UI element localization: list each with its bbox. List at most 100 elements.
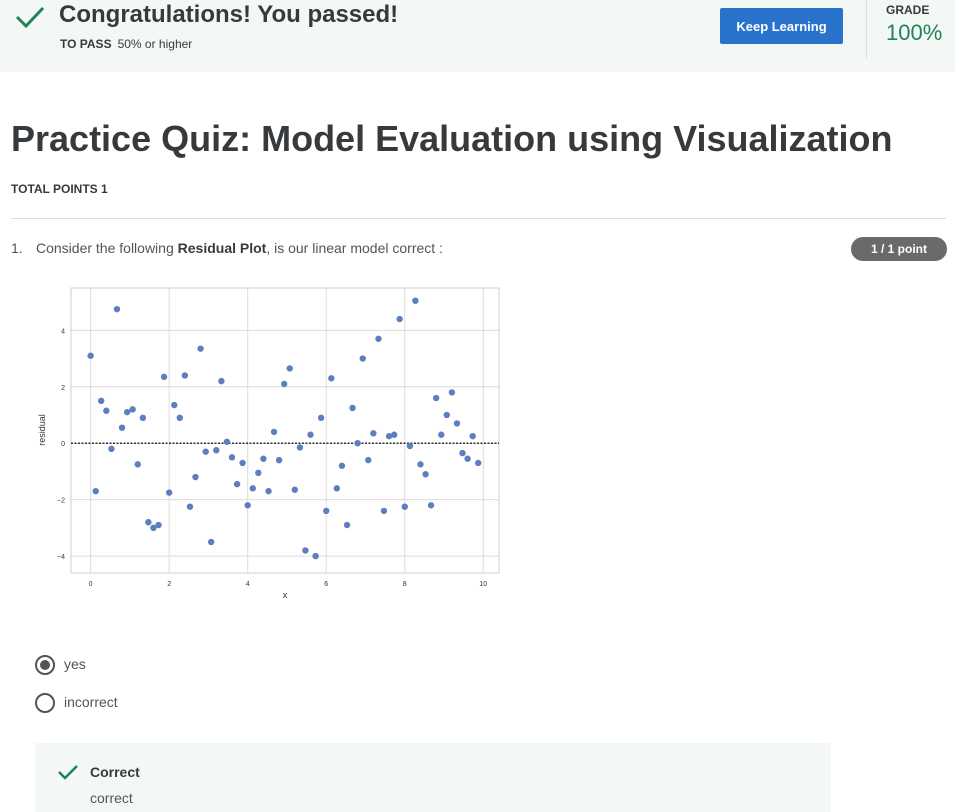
to-pass-requirement: TO PASS 50% or higher [60, 37, 192, 51]
feedback-text: correct [90, 790, 133, 806]
data-point [438, 431, 445, 438]
data-point [113, 305, 121, 313]
data-point [328, 375, 335, 382]
to-pass-label: TO PASS [60, 37, 112, 51]
data-point [307, 431, 314, 438]
x-tick-label: 0 [89, 581, 93, 588]
data-point [281, 380, 288, 388]
data-point [223, 438, 231, 445]
grade-value: 100% [886, 20, 943, 45]
data-point [448, 389, 456, 396]
data-point [197, 345, 204, 352]
data-point [323, 507, 330, 515]
data-point [401, 503, 408, 510]
data-point [165, 489, 173, 496]
data-point [365, 456, 372, 464]
data-point [123, 408, 131, 416]
x-tick-label: 8 [403, 581, 407, 588]
y-tick-label: −4 [57, 554, 65, 561]
data-point [249, 485, 257, 492]
data-point [228, 454, 236, 461]
x-tick-label: 10 [479, 581, 487, 588]
data-point [213, 447, 220, 454]
data-point [145, 519, 152, 526]
data-point [427, 502, 435, 509]
data-point [412, 297, 419, 304]
data-point [385, 432, 393, 440]
x-tick-label: 2 [167, 581, 171, 588]
data-point [150, 524, 157, 532]
data-point [453, 420, 461, 427]
data-point [469, 432, 476, 440]
data-point [390, 431, 398, 438]
data-point [233, 480, 241, 488]
y-tick-label: −2 [57, 498, 65, 505]
data-point [108, 445, 115, 453]
data-point [359, 355, 366, 362]
y-tick-label: 2 [61, 385, 65, 392]
checkmark-icon [15, 6, 45, 29]
data-point [103, 407, 110, 414]
data-point [354, 439, 361, 447]
radio-button[interactable] [35, 693, 55, 713]
data-point [255, 469, 262, 477]
question-text-end: , is our linear model correct : [266, 240, 443, 256]
data-point [207, 538, 215, 546]
data-point [218, 377, 225, 385]
to-pass-value: 50% or higher [117, 37, 193, 51]
checkmark-icon [58, 765, 78, 780]
data-point [192, 473, 199, 481]
data-point [129, 406, 136, 413]
data-point [134, 461, 141, 468]
question-text: Consider the following Residual Plot, is… [36, 240, 443, 256]
data-point [459, 449, 466, 457]
data-point [464, 455, 471, 462]
data-point [317, 414, 325, 422]
question-number: 1. [11, 240, 23, 256]
data-point [338, 462, 346, 469]
option-yes[interactable]: yes [35, 655, 155, 677]
axis-ticks: 0 2 4 6 8 10 −4 −2 0 2 4 [57, 328, 487, 588]
y-tick-label: 4 [61, 328, 65, 335]
feedback-panel: Correct correct [35, 743, 831, 812]
data-point [286, 365, 293, 372]
data-point [432, 394, 440, 402]
scatter-points [87, 297, 482, 560]
data-point [302, 547, 309, 554]
data-point [312, 552, 319, 560]
data-point [349, 404, 356, 412]
data-point [443, 411, 450, 419]
option-label: incorrect [64, 694, 118, 710]
data-point [422, 471, 429, 478]
feedback-title: Correct [90, 764, 140, 780]
data-point [275, 456, 283, 464]
option-incorrect[interactable]: incorrect [35, 693, 155, 715]
keep-learning-button[interactable]: Keep Learning [720, 8, 843, 44]
x-tick-label: 6 [324, 581, 328, 588]
data-point [375, 335, 382, 342]
radio-button-selected[interactable] [35, 655, 55, 675]
plot-grid [71, 288, 499, 573]
data-point [406, 442, 414, 450]
data-point [380, 507, 388, 515]
x-axis-label: x [283, 590, 288, 600]
total-points: TOTAL POINTS 1 [11, 182, 108, 196]
data-point [87, 352, 94, 359]
data-point [260, 455, 267, 462]
residual-plot: 0 2 4 6 8 10 −4 −2 0 2 4 x residual [37, 287, 500, 600]
data-point [343, 521, 351, 529]
question-text-start: Consider the following [36, 240, 178, 256]
data-point [396, 315, 403, 323]
pass-headline: Congratulations! You passed! [59, 1, 399, 28]
option-label: yes [64, 656, 86, 672]
data-point [160, 373, 168, 381]
y-axis-label: residual [37, 414, 47, 446]
data-point [265, 487, 272, 495]
data-point [202, 448, 209, 455]
data-point [239, 459, 246, 467]
score-badge: 1 / 1 point [851, 237, 947, 261]
radio-dot [40, 660, 50, 670]
divider [11, 218, 946, 219]
data-point [155, 521, 162, 529]
data-point [244, 502, 251, 509]
